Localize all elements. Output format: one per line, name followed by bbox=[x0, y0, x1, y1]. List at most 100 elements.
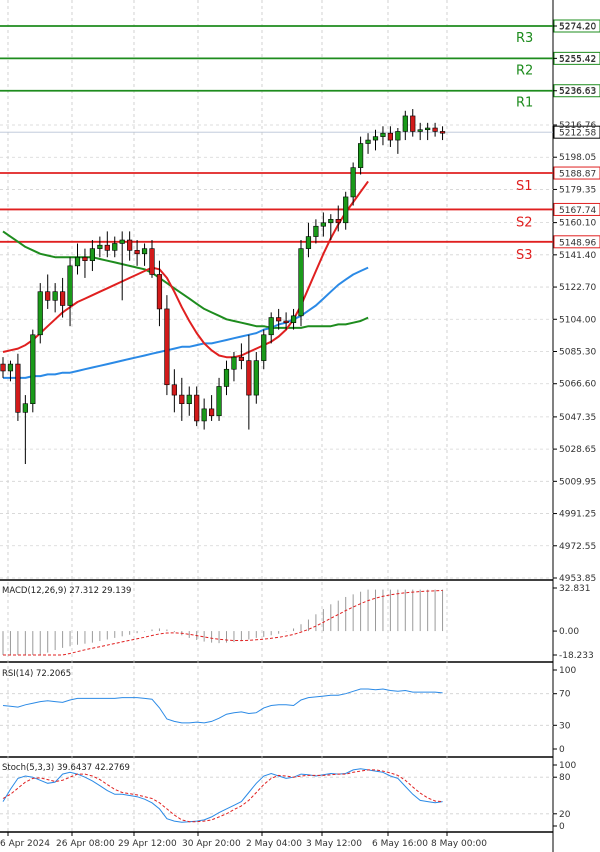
time-tick-label: 6 May 16:00 bbox=[372, 839, 428, 849]
candle-body bbox=[112, 243, 118, 251]
stoch-tick-label: 0 bbox=[559, 822, 565, 832]
price-tick-label: 5141.40 bbox=[559, 251, 596, 261]
ma-green-line bbox=[2, 230, 369, 329]
time-tick-label: 30 Apr 20:00 bbox=[182, 839, 241, 849]
candle-body bbox=[194, 394, 200, 422]
candle-body bbox=[231, 356, 237, 370]
price-tick-label: 5104.00 bbox=[559, 315, 596, 325]
stoch-panel: Stoch(5,3,3) 39.6437 42.2769 100 80 20 0 bbox=[0, 761, 576, 832]
candle-body bbox=[134, 250, 140, 255]
stoch-tick-label: 80 bbox=[559, 773, 571, 783]
candle-body bbox=[387, 132, 394, 141]
macd-panel: MACD(12,26,9) 27.312 29.139 32.831 0.00 -18… bbox=[2, 584, 594, 661]
candle-body bbox=[179, 394, 185, 405]
rsi-panel: RSI(14) 72.2065 100 70 30 0 bbox=[0, 666, 576, 755]
macd-tick-label: 32.831 bbox=[559, 584, 591, 594]
candle-body bbox=[238, 356, 245, 361]
candle-body bbox=[290, 315, 297, 324]
candle-body bbox=[417, 129, 423, 132]
level-name-r2: R2 bbox=[516, 63, 533, 78]
price-tick-label: 5085.30 bbox=[559, 347, 596, 357]
candle-body bbox=[365, 139, 371, 144]
current-price-box bbox=[553, 125, 600, 139]
price-tick-label: 5179.35 bbox=[559, 185, 596, 195]
time-tick-label: 6 Apr 2024 bbox=[0, 839, 50, 849]
price-tick-label: 5047.35 bbox=[559, 413, 596, 423]
level-name-s1: S1 bbox=[516, 179, 533, 194]
rsi-line bbox=[2, 688, 443, 724]
macd-signal-line bbox=[3, 590, 443, 656]
level-name-r3: R3 bbox=[516, 31, 533, 46]
candlesticks bbox=[0, 109, 446, 465]
candle-body bbox=[216, 386, 222, 417]
price-tick-label: 5028.65 bbox=[559, 445, 596, 455]
price-tick-label: 5255.42 bbox=[559, 54, 596, 64]
candle-body bbox=[164, 308, 170, 386]
moving-averages bbox=[2, 180, 369, 379]
candle-body bbox=[209, 408, 215, 417]
price-tick-label: 5236.63 bbox=[559, 87, 596, 97]
level-value-box bbox=[553, 235, 600, 249]
candle-body bbox=[320, 222, 326, 227]
price-tick-label: 5066.60 bbox=[559, 380, 596, 390]
time-axis: 6 Apr 2024 26 Apr 08:00 29 Apr 12:00 30 Apr… bbox=[0, 832, 487, 849]
candle-body bbox=[141, 248, 148, 255]
price-axis: 5274.20 5255.42 5236.63 5216.76 5198.05 5179.… bbox=[553, 22, 596, 584]
time-tick-label: 26 Apr 08:00 bbox=[56, 839, 115, 849]
support-resistance-levels: R3 5274.20 R2 5255.42 R1 5236.63 S1 5188.87 S2 51… bbox=[0, 19, 600, 263]
level-value-label: 5188.87 bbox=[559, 170, 596, 180]
ma-red-line bbox=[2, 180, 369, 359]
candle-body bbox=[372, 136, 379, 141]
candle-body bbox=[104, 244, 110, 251]
candle-body bbox=[97, 244, 103, 249]
level-value-label: 5255.42 bbox=[559, 55, 596, 65]
level-value-box bbox=[553, 202, 600, 216]
candle-body bbox=[59, 291, 66, 306]
candle-body bbox=[119, 239, 125, 244]
ma-blue-line bbox=[3, 266, 369, 379]
price-tick-label: 5160.10 bbox=[559, 219, 596, 229]
candle-body bbox=[328, 219, 334, 224]
candle-body bbox=[350, 167, 356, 198]
candle-body bbox=[335, 219, 341, 224]
candle-body bbox=[127, 239, 133, 251]
candle-body bbox=[313, 225, 319, 237]
candle-body bbox=[74, 256, 81, 267]
price-tick-label: 5198.05 bbox=[559, 153, 596, 163]
candle-body bbox=[171, 384, 177, 396]
candle-body bbox=[186, 394, 192, 405]
candle-body bbox=[89, 248, 95, 261]
candle-body bbox=[305, 236, 312, 249]
candle-body bbox=[298, 248, 304, 317]
stoch-d-line bbox=[2, 769, 443, 823]
stoch-tick-label: 20 bbox=[559, 810, 571, 820]
candle-body bbox=[22, 403, 28, 413]
price-tick-label: 5274.20 bbox=[559, 22, 596, 32]
time-tick-label: 3 May 12:00 bbox=[306, 839, 362, 849]
stoch-tick-label: 100 bbox=[559, 761, 576, 771]
candle-body bbox=[7, 363, 14, 372]
candle-body bbox=[45, 291, 51, 301]
stoch-label: Stoch(5,3,3) 39.6437 42.2769 bbox=[2, 763, 130, 773]
level-value-label: 5148.96 bbox=[559, 238, 596, 248]
candle-body bbox=[223, 368, 230, 387]
time-tick-label: 2 May 04:00 bbox=[246, 839, 302, 849]
candle-body bbox=[380, 132, 386, 137]
rsi-tick-label: 100 bbox=[559, 666, 576, 676]
candle-body bbox=[37, 291, 43, 336]
candle-body bbox=[395, 131, 401, 141]
candle-body bbox=[425, 127, 431, 131]
rsi-tick-label: 30 bbox=[559, 721, 571, 731]
candle-body bbox=[343, 196, 349, 224]
candle-body bbox=[246, 360, 252, 396]
level-value-box bbox=[553, 166, 600, 180]
level-value-label: 5167.74 bbox=[559, 206, 596, 216]
macd-tick-label: 0.00 bbox=[559, 627, 579, 637]
time-tick-label: 29 Apr 12:00 bbox=[118, 839, 177, 849]
price-tick-label: 5009.95 bbox=[559, 477, 596, 487]
candle-body bbox=[0, 363, 6, 372]
candle-body bbox=[253, 360, 259, 396]
rsi-tick-label: 0 bbox=[559, 745, 565, 755]
candle-body bbox=[82, 256, 88, 261]
